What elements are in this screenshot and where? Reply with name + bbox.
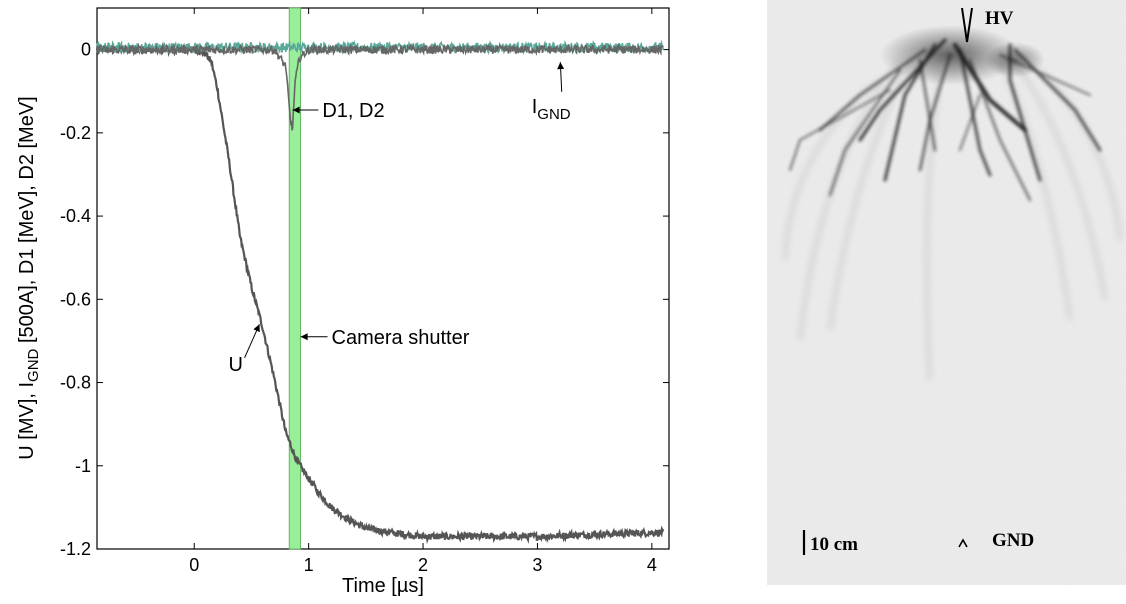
streamers — [789, 38, 1102, 202]
x-tick-label: 1 — [304, 555, 314, 575]
y-tick-label: -0.2 — [60, 123, 91, 143]
annotation-u: U — [229, 354, 243, 376]
annotation-arrowhead-camera-shutter — [300, 333, 308, 341]
y-axis-label-rest: [500A], D1 [MeV], D2 [MeV] — [16, 96, 38, 348]
annotations: U D1, D2 IGND Camera shutter — [229, 62, 571, 376]
gnd-label: GND — [992, 530, 1034, 551]
camera-shutter-band — [288, 7, 302, 550]
series-layer — [95, 39, 665, 545]
y-axis-ticks: 0 -0.2 -0.4 -0.6 -0.8 -1 -1.2 — [60, 40, 669, 559]
y-tick-label: -0.4 — [60, 206, 91, 226]
annotation-arrowhead-i — [557, 62, 565, 70]
gnd-electrode-icon — [958, 538, 968, 548]
annotation-camera-shutter: Camera shutter — [332, 327, 470, 349]
plot-area — [96, 7, 670, 550]
chart: 0 1 2 3 4 0 -0.2 -0.4 -0.6 -0.8 -1 -1.2 U D1, D2 IGN… — [16, 7, 670, 597]
hv-label: HV — [985, 8, 1014, 29]
y-tick-label: -1.2 — [60, 539, 91, 559]
scale-label: 10 cm — [810, 534, 858, 555]
annotation-d1-d2: D1, D2 — [322, 100, 384, 122]
annotation-arrowhead-u — [253, 324, 260, 333]
x-axis-label: Time [µs] — [342, 575, 424, 597]
x-tick-label: 2 — [418, 555, 428, 575]
x-tick-label: 3 — [532, 555, 542, 575]
hv-electrode-icon — [961, 7, 973, 43]
annotation-arrowhead-d1-d2 — [292, 106, 300, 114]
y-tick-label: -1 — [75, 456, 91, 476]
y-tick-label: -0.6 — [60, 289, 91, 309]
y-tick-label: 0 — [81, 40, 91, 60]
y-axis-label-subscript: GND — [25, 348, 42, 382]
y-axis-label: U [MV], IGND [500A], D1 [MeV], D2 [MeV] — [16, 96, 42, 459]
x-tick-label: 0 — [189, 555, 199, 575]
series-line-d1-d2 — [96, 42, 664, 131]
annotation-i: IGND — [532, 96, 571, 123]
x-axis-ticks: 0 1 2 3 4 — [189, 8, 657, 575]
y-tick-label: -0.8 — [60, 373, 91, 393]
series-line-i — [96, 39, 665, 56]
discharge-photo: HV GND 10 cm — [767, 0, 1126, 585]
x-tick-label: 4 — [647, 555, 657, 575]
